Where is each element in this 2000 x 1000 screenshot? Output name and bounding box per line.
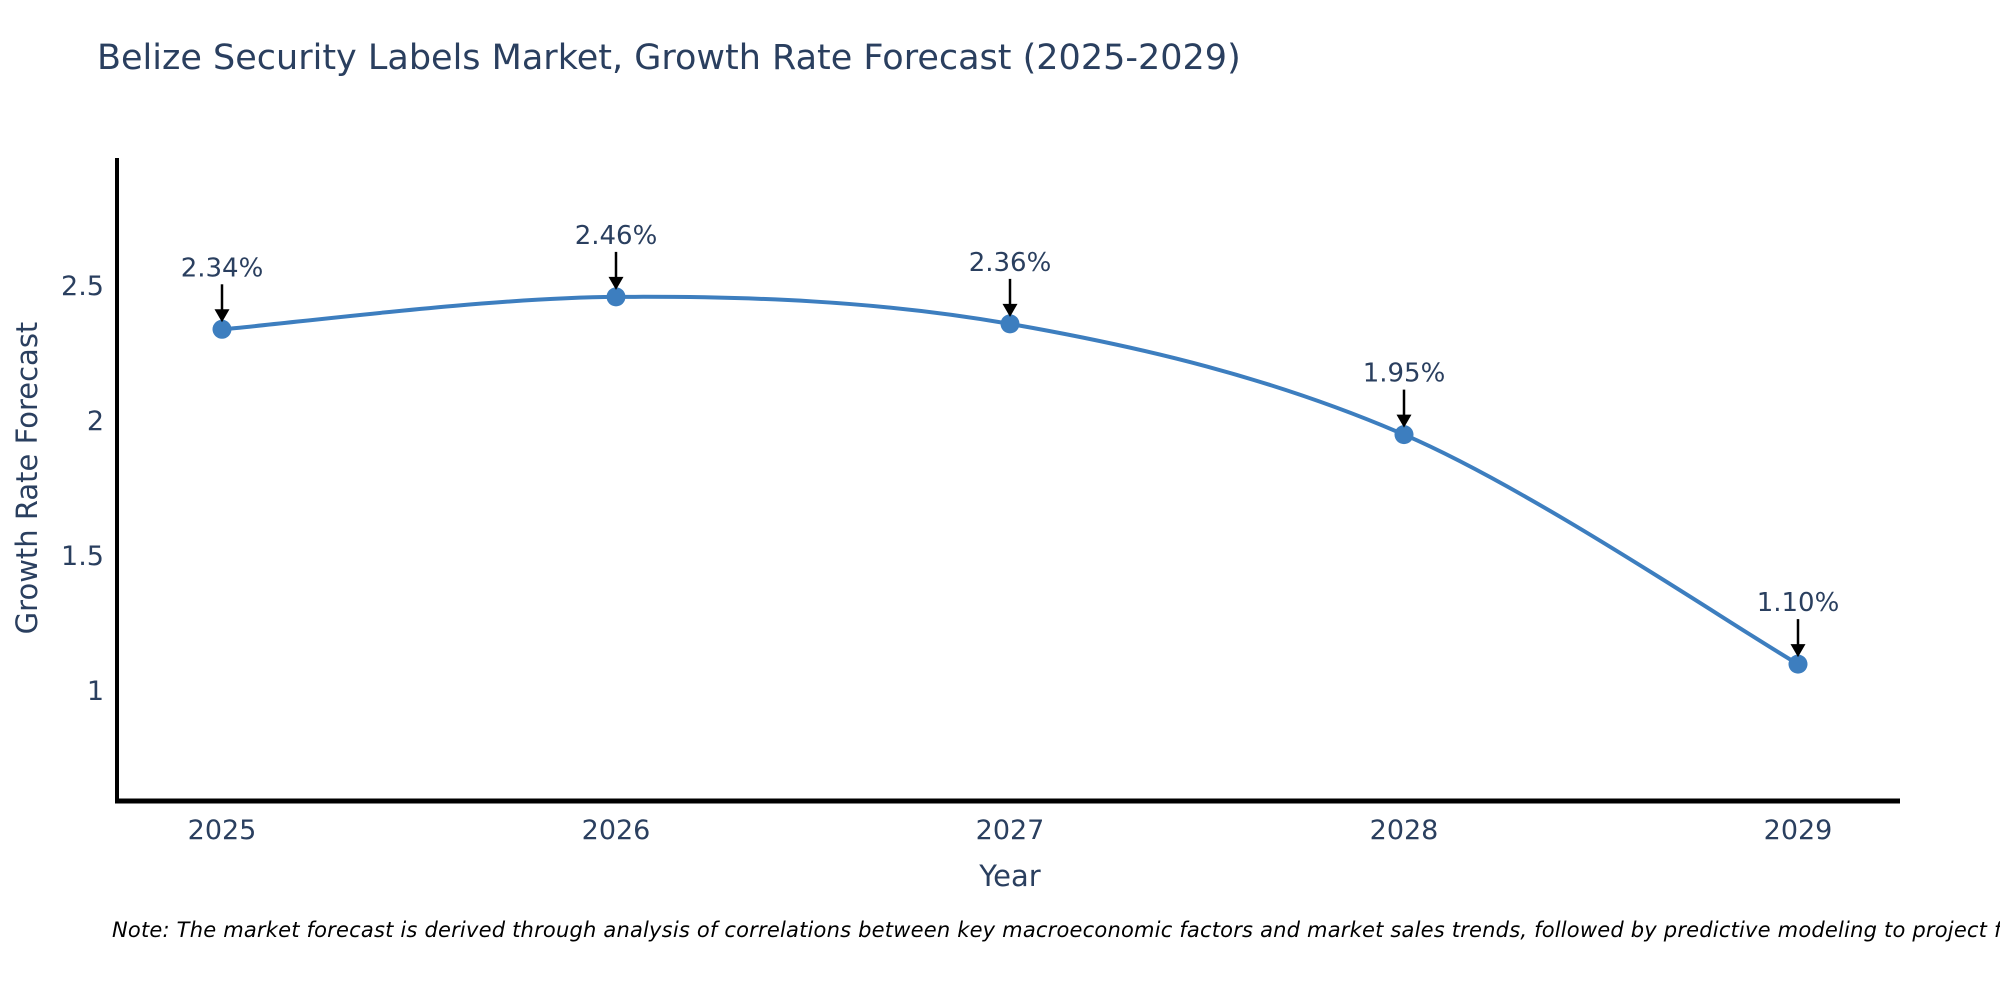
point-value-label-2025: 2.34%	[181, 253, 264, 283]
y-tick-label: 1	[87, 676, 104, 707]
y-tick-label: 1.5	[61, 541, 104, 572]
data-point-2026[interactable]	[606, 287, 626, 307]
annotation-arrowhead-icon	[1396, 414, 1412, 428]
x-axis-title: Year	[979, 859, 1041, 893]
y-tick-label: 2.5	[61, 271, 104, 302]
annotation-arrowhead-icon	[1002, 303, 1018, 317]
annotation-arrowhead-icon	[1790, 644, 1806, 658]
x-tick-label-2028: 2028	[1370, 815, 1439, 846]
point-value-label-2027: 2.36%	[969, 248, 1052, 278]
data-point-2027[interactable]	[1000, 314, 1020, 334]
y-tick-label: 2	[87, 406, 104, 437]
x-tick-label-2027: 2027	[976, 815, 1045, 846]
forecast-line	[220, 294, 1800, 667]
x-tick-label-2029: 2029	[1764, 815, 1833, 846]
x-tick-label-2026: 2026	[582, 815, 651, 846]
footnote: Note: The market forecast is derived thr…	[112, 918, 2000, 942]
annotation-arrowhead-icon	[608, 276, 624, 290]
point-value-label-2029: 1.10%	[1757, 588, 1840, 618]
point-value-label-2028: 1.95%	[1363, 359, 1446, 389]
data-point-2025[interactable]	[212, 319, 232, 339]
point-value-label-2026: 2.46%	[575, 221, 658, 251]
chart-title: Belize Security Labels Market, Growth Ra…	[97, 38, 1241, 78]
annotation-arrowhead-icon	[214, 309, 230, 323]
y-axis-title: Growth Rate Forecast	[10, 321, 44, 635]
data-point-2029[interactable]	[1788, 654, 1808, 674]
data-point-2028[interactable]	[1394, 425, 1414, 445]
x-tick-label-2025: 2025	[188, 815, 257, 846]
